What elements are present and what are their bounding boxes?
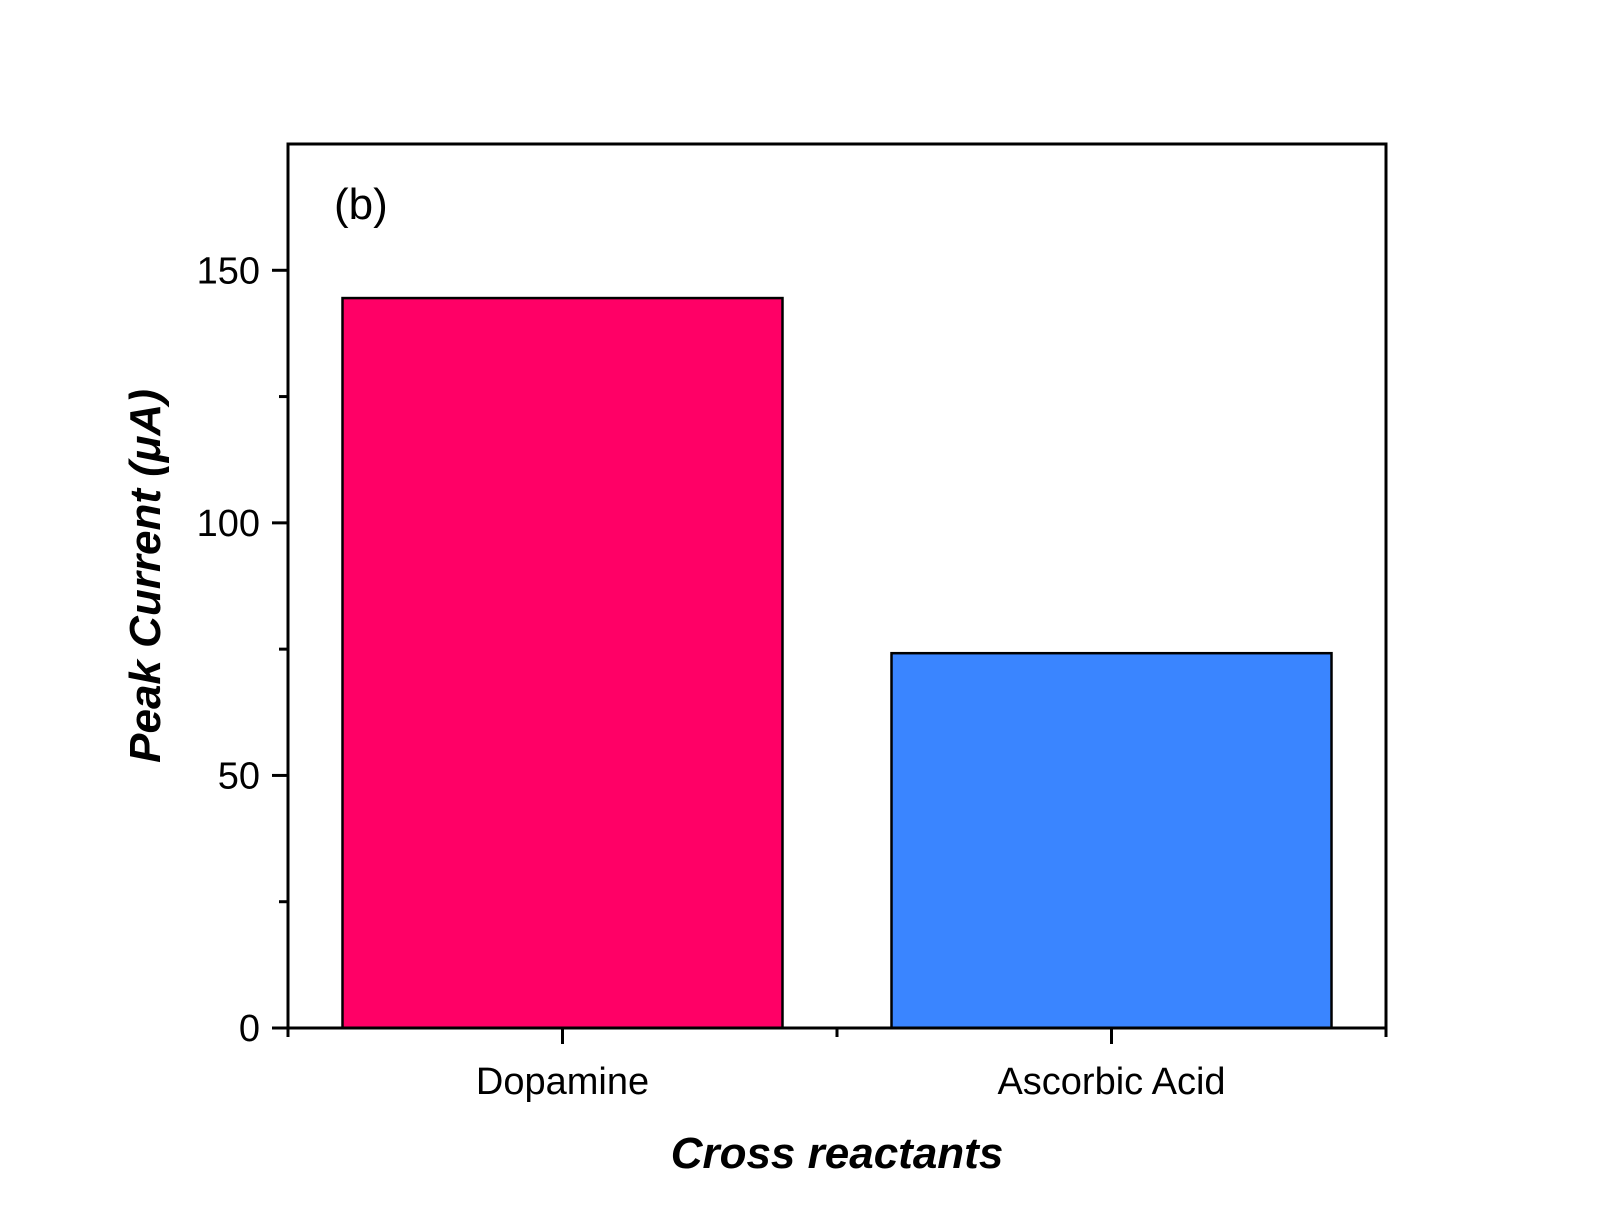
bar-dopamine <box>341 296 784 1030</box>
y-axis-title: Peak Current (μA) <box>121 389 170 763</box>
ticks-layer: 0 50 100 150 Dopamine Ascorbic Acid <box>197 250 1388 1103</box>
x-tick-label: Ascorbic Acid <box>997 1061 1225 1103</box>
x-axis-title: Cross reactants <box>671 1129 1004 1178</box>
bar-ascorbic-acid <box>890 651 1333 1030</box>
y-tick-label: 50 <box>218 755 260 797</box>
panel-label: (b) <box>334 180 388 229</box>
y-tick-label: 0 <box>239 1008 260 1050</box>
y-tick-label: 150 <box>197 250 260 292</box>
y-tick-label: 100 <box>197 503 260 545</box>
bars-layer <box>341 296 1333 1030</box>
x-tick-label: Dopamine <box>476 1061 649 1103</box>
